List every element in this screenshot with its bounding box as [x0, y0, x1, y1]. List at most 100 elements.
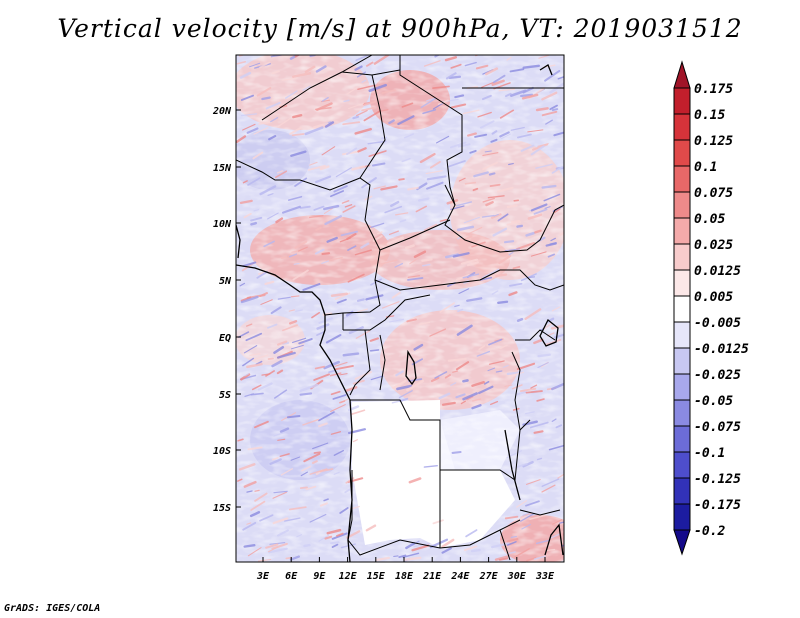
- field-streak: [370, 278, 382, 286]
- field-streak: [484, 150, 492, 153]
- field-streak: [535, 539, 550, 545]
- field-streak: [482, 197, 495, 203]
- field-streak: [445, 72, 457, 80]
- field-streak: [463, 545, 478, 551]
- field-streak: [288, 309, 295, 312]
- field-streak: [401, 102, 414, 108]
- field-streak: [367, 140, 387, 145]
- field-streak: [253, 127, 269, 135]
- field-streak: [346, 87, 358, 95]
- field-streak: [406, 318, 417, 323]
- field-streak: [388, 230, 400, 236]
- field-streak: [279, 427, 290, 433]
- field-streak: [447, 160, 466, 168]
- field-streak: [237, 438, 244, 442]
- colorbar-swatch: [673, 165, 691, 193]
- field-streak: [492, 74, 506, 84]
- field-streak: [242, 123, 256, 131]
- field-streak: [498, 88, 516, 92]
- field-streak: [318, 534, 330, 542]
- field-streak: [304, 126, 324, 136]
- field-streak: [276, 351, 296, 359]
- colorbar-swatch: [673, 373, 691, 401]
- field-streak: [239, 282, 246, 287]
- field-streak: [237, 478, 243, 482]
- field-streak: [390, 200, 400, 208]
- field-streak: [499, 109, 515, 119]
- field-streak: [456, 324, 473, 336]
- colorbar-label: 0.125: [694, 134, 733, 149]
- field-streak: [357, 147, 367, 153]
- field-streak: [398, 554, 407, 558]
- field-streak: [407, 277, 424, 281]
- field-streak: [509, 282, 523, 287]
- field-streak: [464, 181, 477, 185]
- field-streak: [421, 258, 433, 262]
- field-streak: [324, 215, 342, 226]
- field-streak: [293, 262, 300, 265]
- colorbar-swatch: [673, 347, 691, 375]
- colorbar-swatch: [673, 60, 691, 89]
- field-streak: [318, 422, 328, 428]
- field-streak: [533, 430, 544, 434]
- field-streak: [285, 556, 292, 560]
- field-streak: [254, 420, 269, 429]
- field-streak: [333, 185, 348, 193]
- field-streak: [549, 533, 560, 540]
- field-streak: [491, 542, 510, 549]
- field-streak: [394, 212, 409, 216]
- field-streak: [527, 129, 544, 133]
- field-streak: [506, 204, 518, 209]
- field-streak: [532, 143, 549, 151]
- field-streak: [316, 323, 330, 330]
- field-streak: [273, 345, 285, 354]
- field-streak: [504, 240, 515, 244]
- field-streak: [426, 175, 447, 181]
- field-streak: [458, 288, 470, 295]
- field-streak: [289, 126, 302, 136]
- field-streak: [543, 193, 561, 202]
- field-streak: [541, 478, 560, 487]
- field-streak: [318, 317, 333, 324]
- colorbar-label: 0.175: [694, 82, 733, 97]
- field-streak: [460, 258, 478, 265]
- field-streak: [313, 205, 325, 211]
- lat-label: 5N: [219, 276, 232, 287]
- field-streak: [520, 512, 532, 518]
- field-streak: [405, 542, 416, 550]
- field-streak: [441, 401, 456, 406]
- field-streak: [563, 529, 564, 531]
- field-streak: [256, 270, 268, 279]
- coastline: [236, 64, 564, 562]
- field-streak: [263, 240, 275, 248]
- field-streak: [296, 534, 303, 538]
- field-streak: [298, 338, 313, 345]
- field-streak: [534, 229, 542, 234]
- lat-label: 10N: [213, 219, 232, 230]
- field-streak: [430, 376, 440, 383]
- field-streak: [252, 151, 264, 160]
- field-streak: [379, 259, 398, 265]
- field-streak: [291, 133, 305, 137]
- field-streak: [393, 555, 399, 558]
- field-streak: [299, 392, 313, 396]
- field-streak: [482, 268, 500, 279]
- field-streak: [496, 186, 514, 193]
- field-streak: [249, 352, 261, 357]
- field-streak: [529, 421, 549, 429]
- field-streak: [451, 450, 462, 454]
- field-streak: [339, 373, 348, 376]
- field-streak: [481, 214, 495, 218]
- field-streak: [366, 61, 374, 67]
- field-streak: [303, 543, 311, 548]
- field-streak: [280, 256, 288, 259]
- field-streak: [243, 212, 252, 219]
- latitude-axis: 20N 15N 10N 5N EQ 5S 10S 15S: [212, 106, 241, 514]
- field-streak: [289, 555, 300, 561]
- field-streak: [285, 90, 298, 99]
- field-streak: [506, 221, 522, 226]
- field-streak: [247, 177, 261, 186]
- field-streak: [527, 276, 536, 279]
- colorbar-label: -0.075: [694, 420, 741, 435]
- field-streak: [294, 177, 308, 187]
